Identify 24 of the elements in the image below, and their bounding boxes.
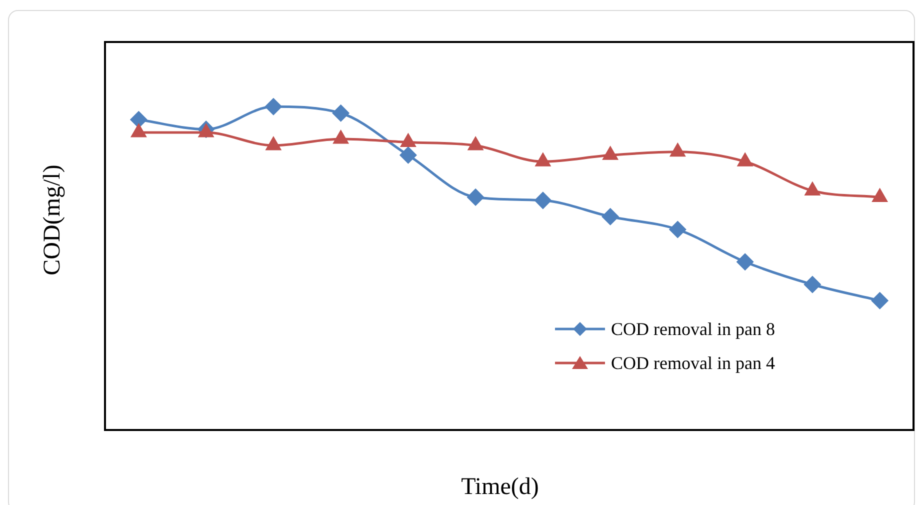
legend-label: COD removal in pan 4	[611, 352, 775, 374]
point	[736, 254, 754, 270]
point	[805, 182, 820, 196]
point	[198, 124, 214, 138]
point	[334, 130, 348, 144]
y-axis-title: COD(mg/l)	[39, 164, 66, 276]
point	[872, 188, 888, 202]
point	[536, 153, 550, 166]
point	[266, 137, 281, 150]
point	[669, 221, 686, 238]
point	[534, 192, 552, 209]
point	[131, 124, 146, 138]
x-axis-title: Time(d)	[460, 474, 540, 501]
point	[468, 137, 483, 150]
point	[603, 146, 618, 160]
point	[467, 188, 484, 206]
point	[670, 144, 685, 157]
legend-label: COD removal in pan 8	[611, 318, 775, 340]
point	[804, 276, 821, 293]
point	[602, 208, 619, 225]
point	[400, 146, 416, 164]
point	[738, 153, 752, 166]
point	[872, 292, 888, 309]
point	[400, 134, 416, 147]
